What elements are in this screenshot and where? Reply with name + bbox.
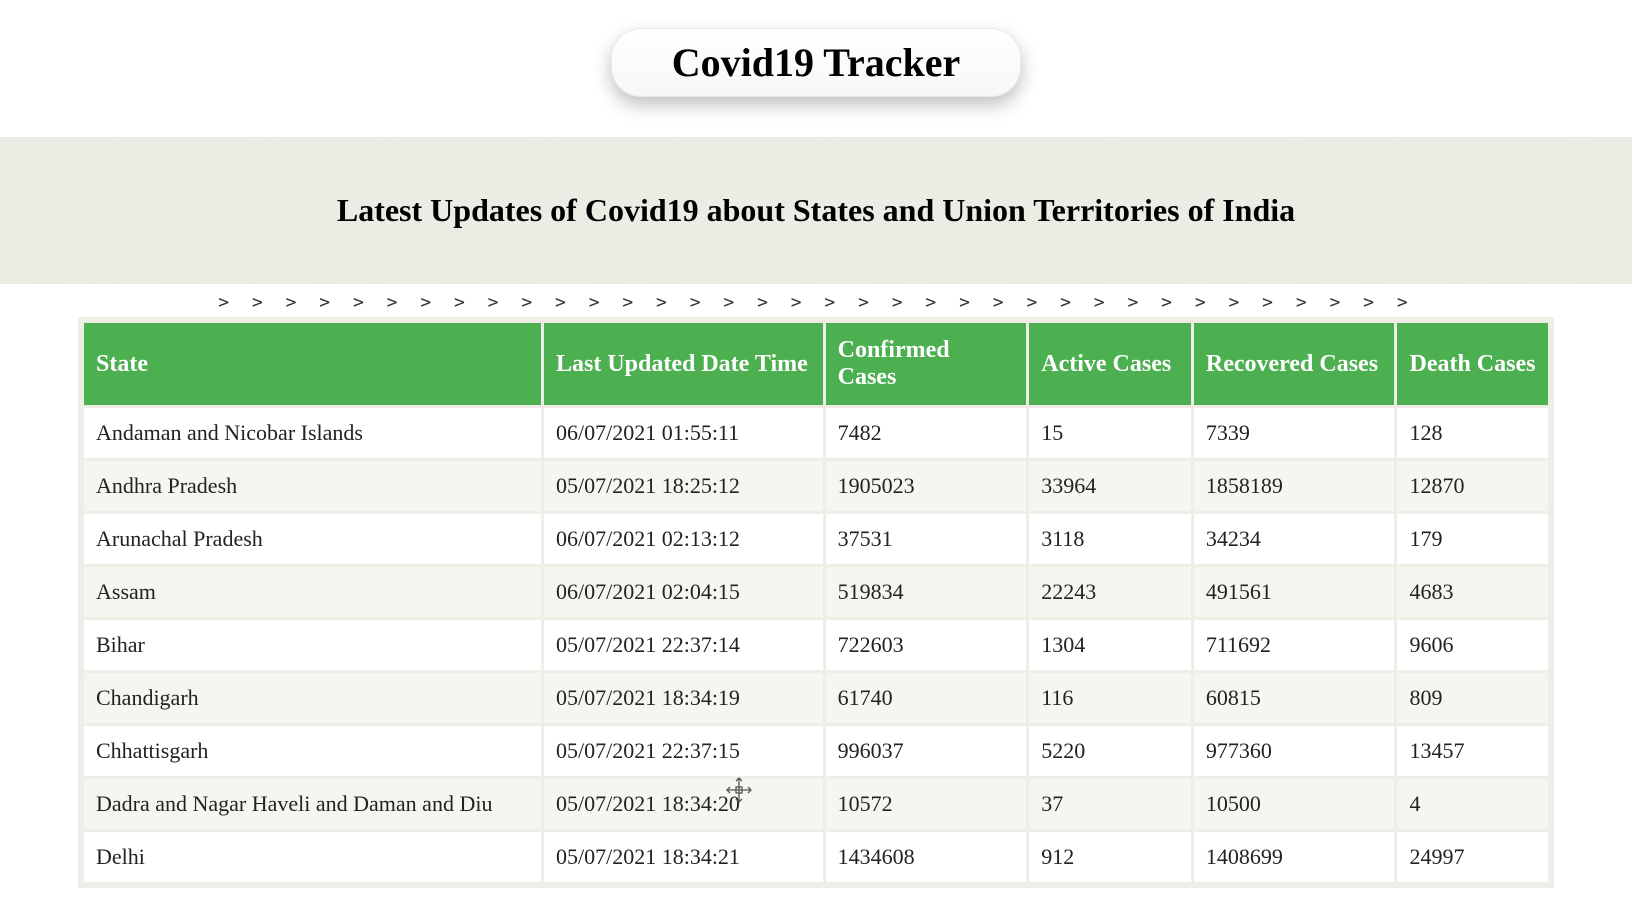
cell-active: 912 — [1029, 832, 1191, 882]
table-header-row: State Last Updated Date Time Confirmed C… — [84, 323, 1548, 405]
cell-death: 9606 — [1397, 620, 1548, 670]
cell-updated: 05/07/2021 18:34:20 — [544, 779, 823, 829]
table-body: Andaman and Nicobar Islands 06/07/2021 0… — [84, 408, 1548, 882]
cell-updated: 05/07/2021 22:37:14 — [544, 620, 823, 670]
cell-recovered: 977360 — [1194, 726, 1395, 776]
covid-data-table: State Last Updated Date Time Confirmed C… — [78, 317, 1554, 888]
cell-updated: 05/07/2021 18:25:12 — [544, 461, 823, 511]
cell-state: Bihar — [84, 620, 541, 670]
table-row: Delhi 05/07/2021 18:34:21 1434608 912 14… — [84, 832, 1548, 882]
cell-recovered: 491561 — [1194, 567, 1395, 617]
cell-updated: 06/07/2021 01:55:11 — [544, 408, 823, 458]
cell-confirmed: 7482 — [826, 408, 1027, 458]
cell-death: 13457 — [1397, 726, 1548, 776]
table-row: Andaman and Nicobar Islands 06/07/2021 0… — [84, 408, 1548, 458]
cell-recovered: 60815 — [1194, 673, 1395, 723]
cell-death: 4 — [1397, 779, 1548, 829]
header-section: Covid19 Tracker — [0, 0, 1632, 137]
cell-active: 22243 — [1029, 567, 1191, 617]
cell-confirmed: 1434608 — [826, 832, 1027, 882]
cell-active: 1304 — [1029, 620, 1191, 670]
cell-confirmed: 1905023 — [826, 461, 1027, 511]
cell-death: 179 — [1397, 514, 1548, 564]
cell-state: Arunachal Pradesh — [84, 514, 541, 564]
cell-recovered: 10500 — [1194, 779, 1395, 829]
cell-updated: 05/07/2021 18:34:19 — [544, 673, 823, 723]
table-row: Chandigarh 05/07/2021 18:34:19 61740 116… — [84, 673, 1548, 723]
col-header-updated: Last Updated Date Time — [544, 323, 823, 405]
cell-updated: 06/07/2021 02:13:12 — [544, 514, 823, 564]
cell-confirmed: 722603 — [826, 620, 1027, 670]
cell-active: 116 — [1029, 673, 1191, 723]
cell-death: 12870 — [1397, 461, 1548, 511]
cell-recovered: 1408699 — [1194, 832, 1395, 882]
subtitle-band: Latest Updates of Covid19 about States a… — [0, 137, 1632, 284]
cell-state: Andaman and Nicobar Islands — [84, 408, 541, 458]
cell-state: Chhattisgarh — [84, 726, 541, 776]
cell-state: Dadra and Nagar Haveli and Daman and Diu — [84, 779, 541, 829]
cell-active: 5220 — [1029, 726, 1191, 776]
col-header-recovered: Recovered Cases — [1194, 323, 1395, 405]
cell-updated: 05/07/2021 18:34:21 — [544, 832, 823, 882]
cell-active: 37 — [1029, 779, 1191, 829]
cell-confirmed: 519834 — [826, 567, 1027, 617]
cell-recovered: 7339 — [1194, 408, 1395, 458]
col-header-active: Active Cases — [1029, 323, 1191, 405]
table-row: Chhattisgarh 05/07/2021 22:37:15 996037 … — [84, 726, 1548, 776]
col-header-state: State — [84, 323, 541, 405]
col-header-confirmed: Confirmed Cases — [826, 323, 1027, 405]
cell-state: Chandigarh — [84, 673, 541, 723]
title-card: Covid19 Tracker — [611, 28, 1022, 97]
cell-updated: 05/07/2021 22:37:15 — [544, 726, 823, 776]
subtitle-text: Latest Updates of Covid19 about States a… — [0, 192, 1632, 229]
cell-recovered: 1858189 — [1194, 461, 1395, 511]
table-row: Bihar 05/07/2021 22:37:14 722603 1304 71… — [84, 620, 1548, 670]
cell-recovered: 711692 — [1194, 620, 1395, 670]
cell-confirmed: 61740 — [826, 673, 1027, 723]
cell-state: Delhi — [84, 832, 541, 882]
chevron-decor: > > > > > > > > > > > > > > > > > > > > … — [0, 284, 1632, 317]
cell-recovered: 34234 — [1194, 514, 1395, 564]
page-title: Covid19 Tracker — [672, 39, 961, 86]
cell-death: 24997 — [1397, 832, 1548, 882]
table-container: State Last Updated Date Time Confirmed C… — [0, 317, 1632, 888]
cell-death: 4683 — [1397, 567, 1548, 617]
cell-active: 15 — [1029, 408, 1191, 458]
col-header-death: Death Cases — [1397, 323, 1548, 405]
cell-state: Assam — [84, 567, 541, 617]
cell-active: 3118 — [1029, 514, 1191, 564]
cell-death: 809 — [1397, 673, 1548, 723]
cell-active: 33964 — [1029, 461, 1191, 511]
cell-state: Andhra Pradesh — [84, 461, 541, 511]
cell-death: 128 — [1397, 408, 1548, 458]
table-row: Arunachal Pradesh 06/07/2021 02:13:12 37… — [84, 514, 1548, 564]
cell-updated: 06/07/2021 02:04:15 — [544, 567, 823, 617]
cell-confirmed: 996037 — [826, 726, 1027, 776]
table-row: Dadra and Nagar Haveli and Daman and Diu… — [84, 779, 1548, 829]
table-row: Assam 06/07/2021 02:04:15 519834 22243 4… — [84, 567, 1548, 617]
cell-confirmed: 37531 — [826, 514, 1027, 564]
table-row: Andhra Pradesh 05/07/2021 18:25:12 19050… — [84, 461, 1548, 511]
cell-confirmed: 10572 — [826, 779, 1027, 829]
